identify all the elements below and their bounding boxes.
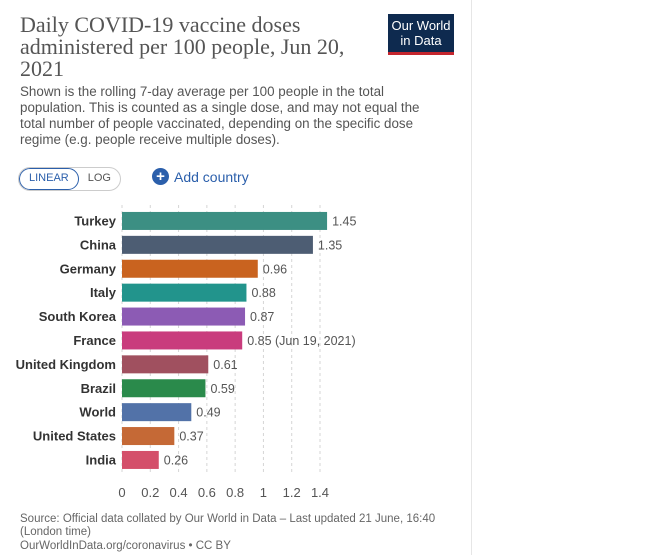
value-label: 0.61: [213, 358, 237, 372]
bar[interactable]: [122, 307, 246, 326]
bar[interactable]: [122, 403, 192, 422]
bar[interactable]: [122, 331, 243, 350]
category-label[interactable]: United Kingdom: [16, 357, 116, 372]
x-tick-label: 1.2: [283, 485, 301, 500]
x-tick-label: 0.4: [170, 485, 188, 500]
category-label[interactable]: Brazil: [81, 381, 116, 396]
category-label[interactable]: World: [79, 405, 116, 420]
value-label: 0.59: [210, 382, 234, 396]
chart-title: Daily COVID-19 vaccine doses administere…: [20, 12, 345, 81]
value-label: 1.45: [332, 214, 356, 228]
credit-link[interactable]: OurWorldInData.org/coronavirus • CC BY: [20, 540, 231, 552]
value-label: 0.88: [251, 286, 275, 300]
value-label: 0.37: [179, 430, 203, 444]
bar[interactable]: [122, 283, 247, 302]
chart-subtitle: Shown is the rolling 7-day average per 1…: [20, 84, 420, 147]
source-note: Source: Official data collated by Our Wo…: [20, 513, 436, 538]
bar[interactable]: [122, 379, 206, 398]
x-tick-label: 0: [118, 485, 125, 500]
bar[interactable]: [122, 427, 175, 446]
value-label: 1.35: [318, 238, 342, 252]
category-label[interactable]: Turkey: [74, 213, 116, 228]
log-scale-button[interactable]: LOG: [87, 172, 111, 184]
value-label: 0.96: [263, 262, 287, 276]
value-label: 0.49: [196, 406, 220, 420]
scale-toggle: LINEAR LOG: [18, 167, 121, 191]
x-tick-label: 0.6: [198, 485, 216, 500]
linear-scale-button[interactable]: LINEAR: [19, 168, 79, 190]
value-label: 0.85 (Jun 19, 2021): [247, 334, 355, 348]
value-label: 0.87: [250, 310, 274, 324]
category-label[interactable]: Germany: [60, 261, 117, 276]
logo-line-1: Our World: [391, 18, 451, 33]
x-tick-label: 0.8: [226, 485, 244, 500]
value-label: 0.26: [164, 453, 188, 467]
x-tick-label: 1.4: [311, 485, 329, 500]
bar[interactable]: [122, 235, 313, 254]
add-country-button[interactable]: + Add country: [152, 168, 249, 185]
category-label[interactable]: United States: [33, 429, 116, 444]
owid-logo[interactable]: Our World in Data: [388, 14, 454, 55]
category-label[interactable]: France: [73, 333, 116, 348]
plus-circle-icon: +: [152, 168, 169, 185]
category-label[interactable]: India: [86, 452, 117, 467]
chart-card: Daily COVID-19 vaccine doses administere…: [15, 0, 472, 555]
logo-line-2: in Data: [400, 33, 442, 48]
category-label[interactable]: Italy: [90, 285, 117, 300]
bar[interactable]: [122, 259, 258, 278]
category-label[interactable]: South Korea: [39, 309, 117, 324]
add-country-label: Add country: [174, 168, 249, 185]
bar[interactable]: [122, 450, 159, 469]
bar[interactable]: [122, 211, 328, 230]
x-tick-label: 1: [260, 485, 267, 500]
category-label[interactable]: China: [80, 237, 117, 252]
bar[interactable]: [122, 355, 209, 374]
bar-chart: 0 0.2 0.4 0.6 0.8 1 1.2 1.4 Turkey 1.45 China 1.35 G…: [16, 205, 356, 500]
x-tick-label: 0.2: [141, 485, 159, 500]
